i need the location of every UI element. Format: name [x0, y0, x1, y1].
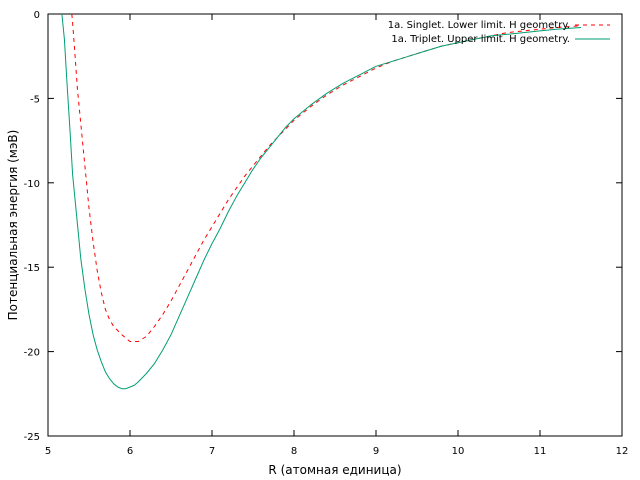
x-tick-label: 5 — [45, 446, 51, 457]
y-tick-label: -25 — [24, 432, 40, 443]
y-axis-label: Потенциальная энергия (мэВ) — [6, 130, 20, 321]
legend-label-triplet: 1a. Triplet. Upper limit. H geometry. — [391, 34, 570, 45]
series-lines — [61, 13, 582, 390]
y-tick-labels: 0 -5 -10 -15 -20 -25 — [24, 10, 40, 443]
plot-frame — [47, 13, 623, 437]
x-tick-label: 6 — [127, 446, 133, 457]
series-line-triplet — [61, 13, 582, 390]
x-tick-label: 8 — [291, 446, 297, 457]
y-tick-label: -5 — [30, 94, 40, 105]
y-tick-label: -15 — [24, 263, 40, 274]
x-axis-label: R (атомная единица) — [268, 463, 401, 477]
x-tick-label: 12 — [616, 446, 629, 457]
axis-ticks — [47, 13, 623, 437]
legend: 1a. Singlet. Lower limit. H geometry. 1a… — [388, 20, 610, 45]
legend-label-singlet: 1a. Singlet. Lower limit. H geometry. — [388, 20, 570, 31]
x-tick-label: 7 — [209, 446, 215, 457]
series-line-singlet — [71, 13, 582, 342]
x-tick-label: 10 — [452, 446, 465, 457]
x-tick-label: 9 — [373, 446, 379, 457]
x-tick-labels: 5 6 7 8 9 10 11 12 — [45, 446, 629, 457]
y-tick-label: -20 — [24, 348, 40, 359]
y-tick-label: 0 — [34, 10, 40, 21]
y-tick-label: -10 — [24, 179, 40, 190]
x-tick-label: 11 — [534, 446, 547, 457]
